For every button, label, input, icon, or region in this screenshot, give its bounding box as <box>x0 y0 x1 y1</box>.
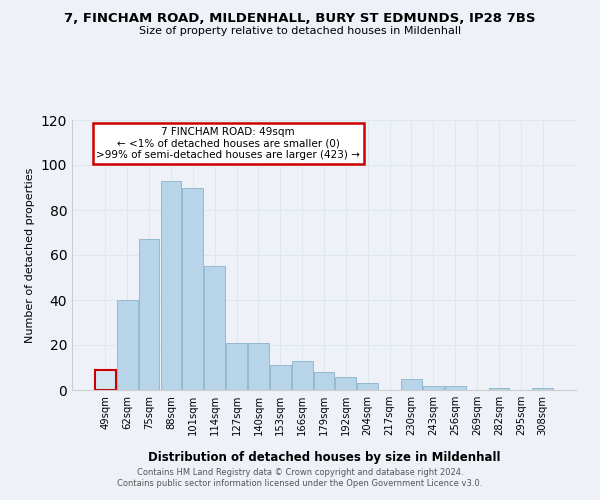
Text: 7, FINCHAM ROAD, MILDENHALL, BURY ST EDMUNDS, IP28 7BS: 7, FINCHAM ROAD, MILDENHALL, BURY ST EDM… <box>64 12 536 26</box>
Bar <box>248 343 269 390</box>
Bar <box>358 383 378 390</box>
Bar <box>488 388 509 390</box>
Bar <box>139 240 160 390</box>
Bar <box>95 370 116 390</box>
Bar <box>314 372 334 390</box>
Text: Size of property relative to detached houses in Mildenhall: Size of property relative to detached ho… <box>139 26 461 36</box>
Bar <box>117 300 137 390</box>
Bar <box>335 376 356 390</box>
Bar <box>423 386 444 390</box>
Bar <box>270 365 290 390</box>
Bar <box>204 266 225 390</box>
Text: Contains HM Land Registry data © Crown copyright and database right 2024.
Contai: Contains HM Land Registry data © Crown c… <box>118 468 482 487</box>
Text: Distribution of detached houses by size in Mildenhall: Distribution of detached houses by size … <box>148 451 500 464</box>
Bar <box>161 180 181 390</box>
Text: 7 FINCHAM ROAD: 49sqm
← <1% of detached houses are smaller (0)
>99% of semi-deta: 7 FINCHAM ROAD: 49sqm ← <1% of detached … <box>97 126 360 160</box>
Y-axis label: Number of detached properties: Number of detached properties <box>25 168 35 342</box>
Bar <box>292 361 313 390</box>
Bar <box>226 343 247 390</box>
Bar <box>532 388 553 390</box>
Bar <box>182 188 203 390</box>
Bar <box>401 379 422 390</box>
Bar <box>445 386 466 390</box>
